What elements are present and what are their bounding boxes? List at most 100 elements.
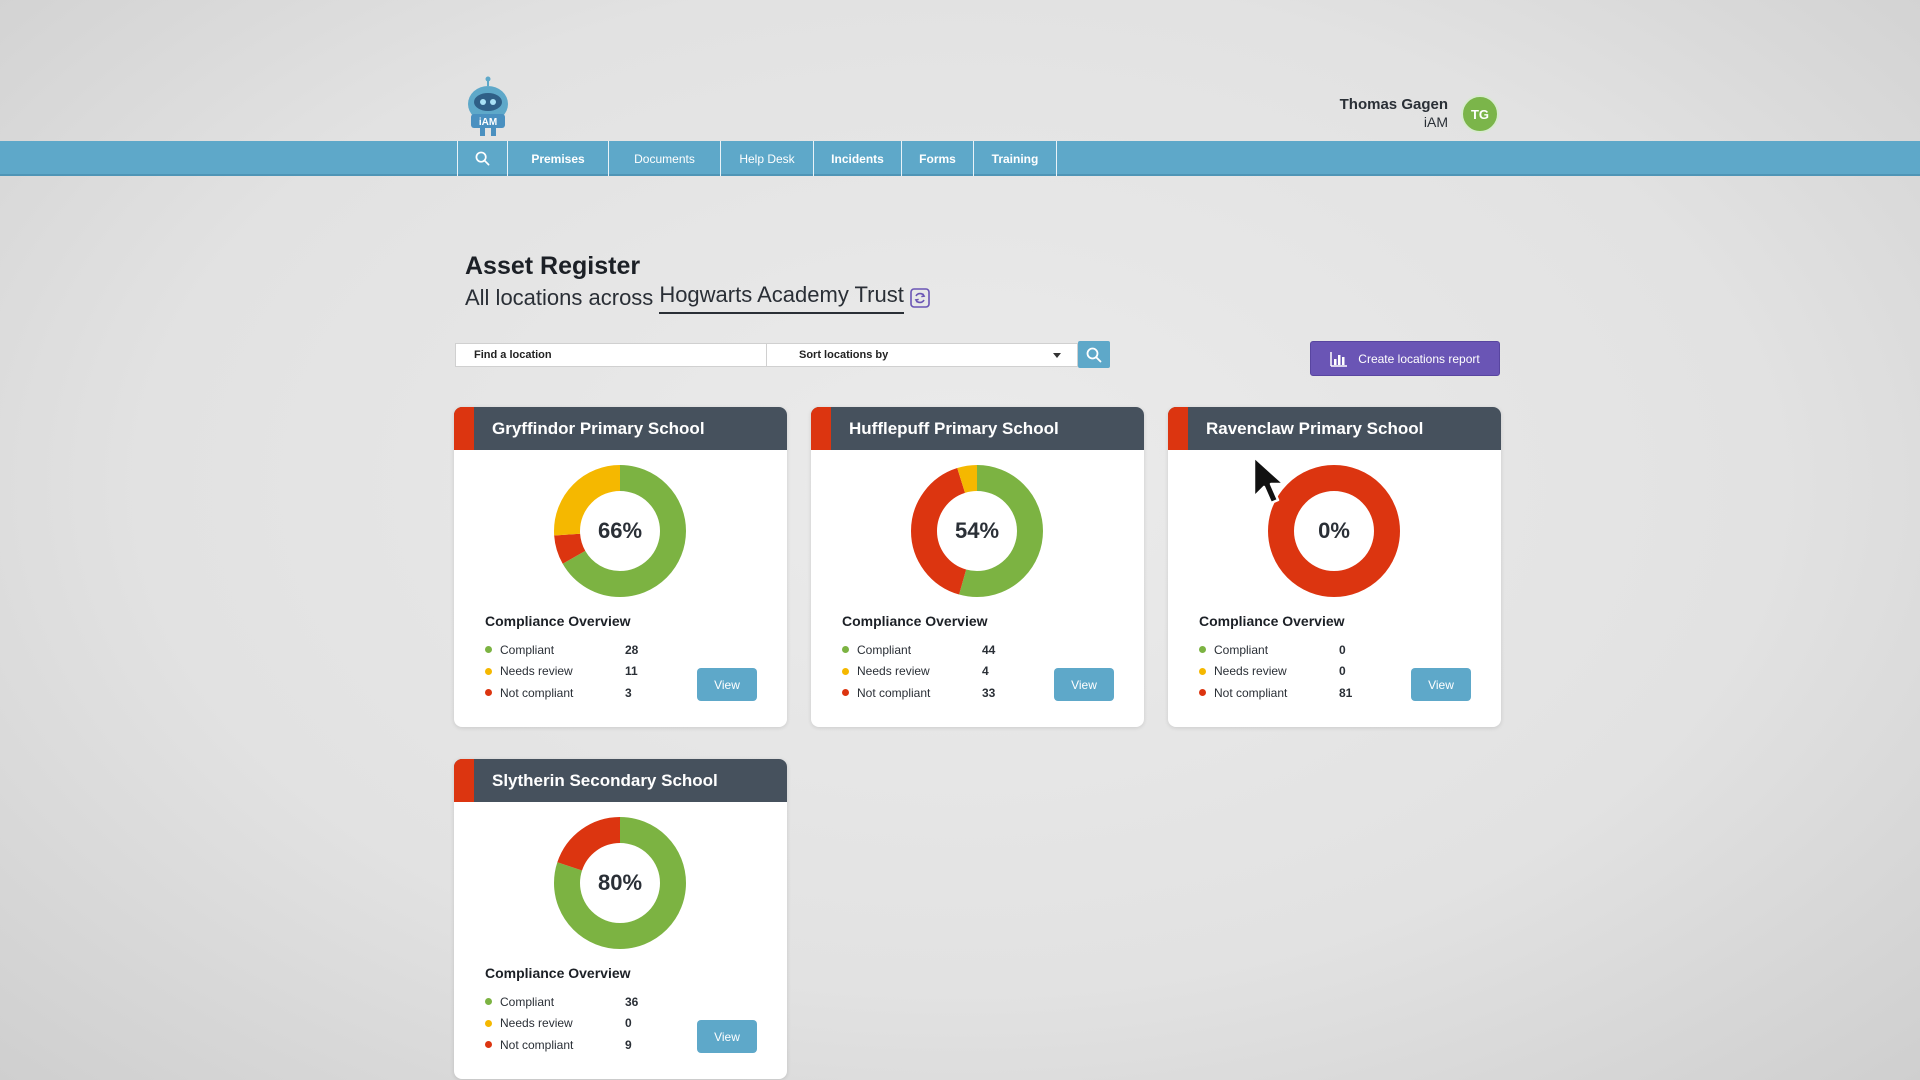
legend-label: Needs review [857,664,930,679]
legend-row-needs-review: Needs review 0 [485,1013,655,1035]
not-compliant-count: 81 [1339,685,1353,700]
main-nav: Premises Documents Help Desk Incidents Forms… [0,141,1920,176]
legend-row-compliant: Compliant 36 [485,991,655,1013]
legend-label: Not compliant [500,685,574,700]
nav-item-training[interactable]: Training [973,141,1057,176]
nav-item-documents[interactable]: Documents [608,141,720,176]
page-subtitle: All locations across Hogwarts Academy Tr… [465,282,930,314]
legend-label: Not compliant [1214,685,1288,700]
not-compliant-dot [485,689,492,697]
card-header: Gryffindor Primary School [454,407,787,450]
view-button[interactable]: View [1411,668,1471,701]
compliance-legend: Compliant 28 Needs review 11 Not complia… [485,639,655,704]
legend-row-needs-review: Needs review 4 [842,661,1012,683]
location-card: Ravenclaw Primary School 0% Compliance O… [1168,407,1501,727]
not-compliant-dot [842,689,849,697]
iam-logo: iAM [468,76,508,136]
card-header: Slytherin Secondary School [454,759,787,802]
needs-review-dot [485,1019,492,1027]
compliant-dot [485,646,492,654]
compliance-legend: Compliant 44 Needs review 4 Not complian… [842,639,1012,704]
needs-review-count: 0 [625,1016,632,1031]
compliant-count: 44 [982,642,996,657]
compliance-percent: 0% [1318,518,1350,543]
search-icon [1086,347,1102,362]
legend-row-not-compliant: Not compliant 3 [485,682,655,704]
compliant-dot [842,646,849,654]
compliance-overview-title: Compliance Overview [842,613,988,629]
card-accent [454,407,474,450]
bar-chart-icon [1330,351,1348,367]
compliant-count: 28 [625,642,639,657]
location-card: Slytherin Secondary School 80% Complianc… [454,759,787,1079]
view-button[interactable]: View [697,668,757,701]
legend-row-not-compliant: Not compliant 81 [1199,682,1369,704]
user-name: Thomas Gagen [1339,96,1448,113]
compliant-count: 36 [625,994,639,1009]
card-title: Gryffindor Primary School [492,418,705,438]
nav-search-button[interactable] [457,141,507,176]
donut-slice-not-compliant [1268,465,1400,597]
compliance-donut-chart [554,817,686,949]
not-compliant-count: 3 [625,685,632,700]
compliance-donut-chart [1268,465,1400,597]
report-button-label: Create locations report [1358,351,1480,366]
nav-item-forms[interactable]: Forms [901,141,973,176]
legend-row-compliant: Compliant 28 [485,639,655,661]
compliance-overview-title: Compliance Overview [1199,613,1345,629]
legend-label: Needs review [500,664,573,679]
compliant-dot [485,998,492,1006]
donut-slice-needs-review [911,465,1043,597]
nav-item-incidents[interactable]: Incidents [813,141,901,176]
trust-name-link[interactable]: Hogwarts Academy Trust [659,282,904,314]
legend-label: Needs review [1214,664,1287,679]
switch-icon[interactable] [910,288,930,308]
view-button[interactable]: View [1054,668,1114,701]
avatar[interactable]: TG [1461,95,1499,133]
compliance-legend: Compliant 0 Needs review 0 Not compliant… [1199,639,1369,704]
card-header: Hufflepuff Primary School [811,407,1144,450]
not-compliant-dot [485,1041,492,1049]
sort-locations-select[interactable]: Sort locations by [767,343,1078,367]
needs-review-count: 0 [1339,664,1346,679]
create-locations-report-button[interactable]: Create locations report [1310,341,1500,376]
location-card: Gryffindor Primary School 66% Compliance… [454,407,787,727]
card-accent [454,759,474,802]
legend-label: Compliant [500,994,555,1009]
nav-item-help-desk[interactable]: Help Desk [720,141,813,176]
not-compliant-count: 9 [625,1037,632,1052]
compliance-overview-title: Compliance Overview [485,613,631,629]
card-accent [811,407,831,450]
card-header: Ravenclaw Primary School [1168,407,1501,450]
legend-label: Compliant [857,642,912,657]
needs-review-dot [1199,667,1206,675]
compliant-count: 0 [1339,642,1346,657]
legend-label: Not compliant [857,685,931,700]
compliance-donut-chart [911,465,1043,597]
find-location-input[interactable] [455,343,767,367]
compliance-donut-chart [554,465,686,597]
legend-label: Compliant [1214,642,1269,657]
needs-review-count: 11 [625,664,638,679]
compliance-percent: 66% [597,518,643,543]
location-search-button[interactable] [1078,341,1110,368]
compliance-percent: 54% [954,518,1000,543]
compliance-overview-title: Compliance Overview [485,965,631,981]
chevron-down-icon [1053,353,1061,358]
not-compliant-dot [1199,689,1206,697]
legend-row-compliant: Compliant 0 [1199,639,1369,661]
user-info: Thomas Gagen iAM [1300,96,1448,130]
mouse-cursor-icon [1252,455,1286,505]
user-org: iAM [1423,114,1448,130]
needs-review-dot [485,667,492,675]
legend-label: Needs review [500,1016,573,1031]
compliance-percent: 80% [597,870,643,895]
sort-label: Sort locations by [799,349,889,361]
view-button[interactable]: View [697,1020,757,1053]
nav-item-premises[interactable]: Premises [507,141,608,176]
card-title: Hufflepuff Primary School [849,418,1059,438]
legend-row-needs-review: Needs review 11 [485,661,655,683]
not-compliant-count: 33 [982,685,996,700]
legend-row-not-compliant: Not compliant 9 [485,1034,655,1056]
legend-label: Compliant [500,642,555,657]
